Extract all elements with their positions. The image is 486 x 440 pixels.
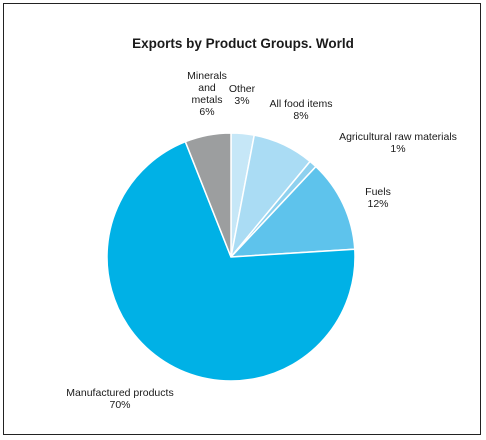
pie-chart: Other 3% All food items 8% Agricultural raw … bbox=[66, 70, 457, 411]
pie-slice-fuels bbox=[229, 165, 356, 258]
slice-label-all-food-items: All food items 8% bbox=[269, 98, 332, 122]
chart-title: Exports by Product Groups. World bbox=[132, 36, 354, 51]
slice-label-other: Other 3% bbox=[229, 83, 256, 107]
slice-label-minerals-and-metals: Minerals and metals 6% bbox=[187, 70, 227, 118]
slice-label-fuels: Fuels 12% bbox=[365, 186, 391, 210]
slice-label-agricultural-raw-materials: Agricultural raw materials 1% bbox=[339, 131, 457, 155]
pie-slice-minerals-and-metals bbox=[184, 132, 232, 258]
slice-label-manufactured-products: Manufactured products 70% bbox=[66, 387, 173, 411]
chart-frame: Exports by Product Groups. World Other 3%… bbox=[3, 3, 481, 435]
pie-slice-manufactured-products bbox=[106, 140, 356, 382]
